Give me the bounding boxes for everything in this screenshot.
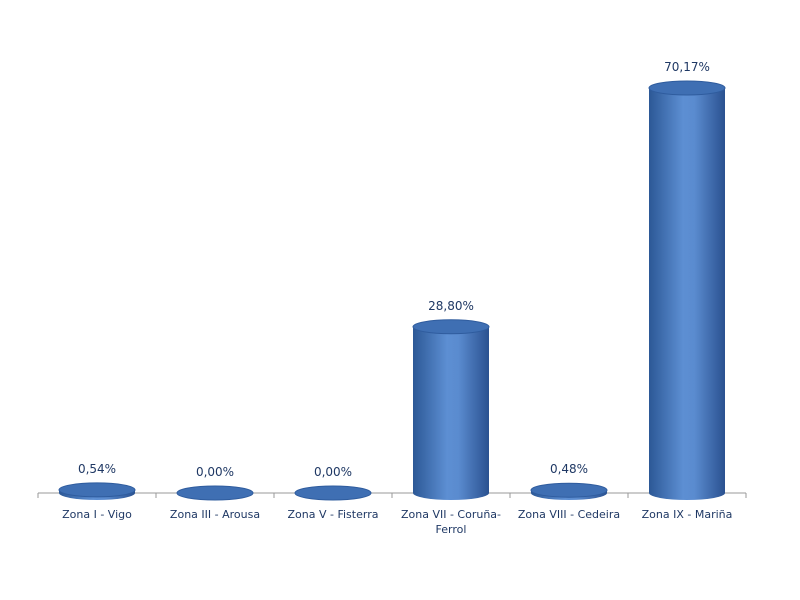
bar-base — [413, 486, 489, 500]
data-label: 0,00% — [313, 465, 353, 479]
data-label: 28,80% — [428, 298, 474, 313]
bar-top — [58, 482, 136, 498]
bar-body — [649, 88, 725, 493]
data-label: 0,48% — [549, 462, 589, 477]
x-tick-label: Zona I - Vigo — [62, 508, 132, 521]
data-label: 0,00% — [195, 465, 235, 479]
data-label: 0,54% — [77, 461, 117, 476]
bar-top — [176, 485, 254, 501]
x-tick-label: Zona VIII - Cedeira — [517, 508, 621, 521]
x-tick-label: Zona VII - Coruña-Ferrol — [400, 508, 502, 536]
bar-top — [648, 80, 726, 96]
bar-top — [530, 482, 608, 498]
x-tick-label: Zona III - Arousa — [169, 508, 261, 521]
bar-body — [413, 326, 489, 493]
bar-base — [649, 486, 725, 500]
x-tick-label: Zona V - Fisterra — [287, 508, 379, 521]
data-label: 70,17% — [664, 60, 710, 74]
bar-top — [412, 319, 490, 335]
bar-top — [294, 485, 372, 501]
x-tick-label: Zona IX - Mariña — [641, 508, 733, 521]
